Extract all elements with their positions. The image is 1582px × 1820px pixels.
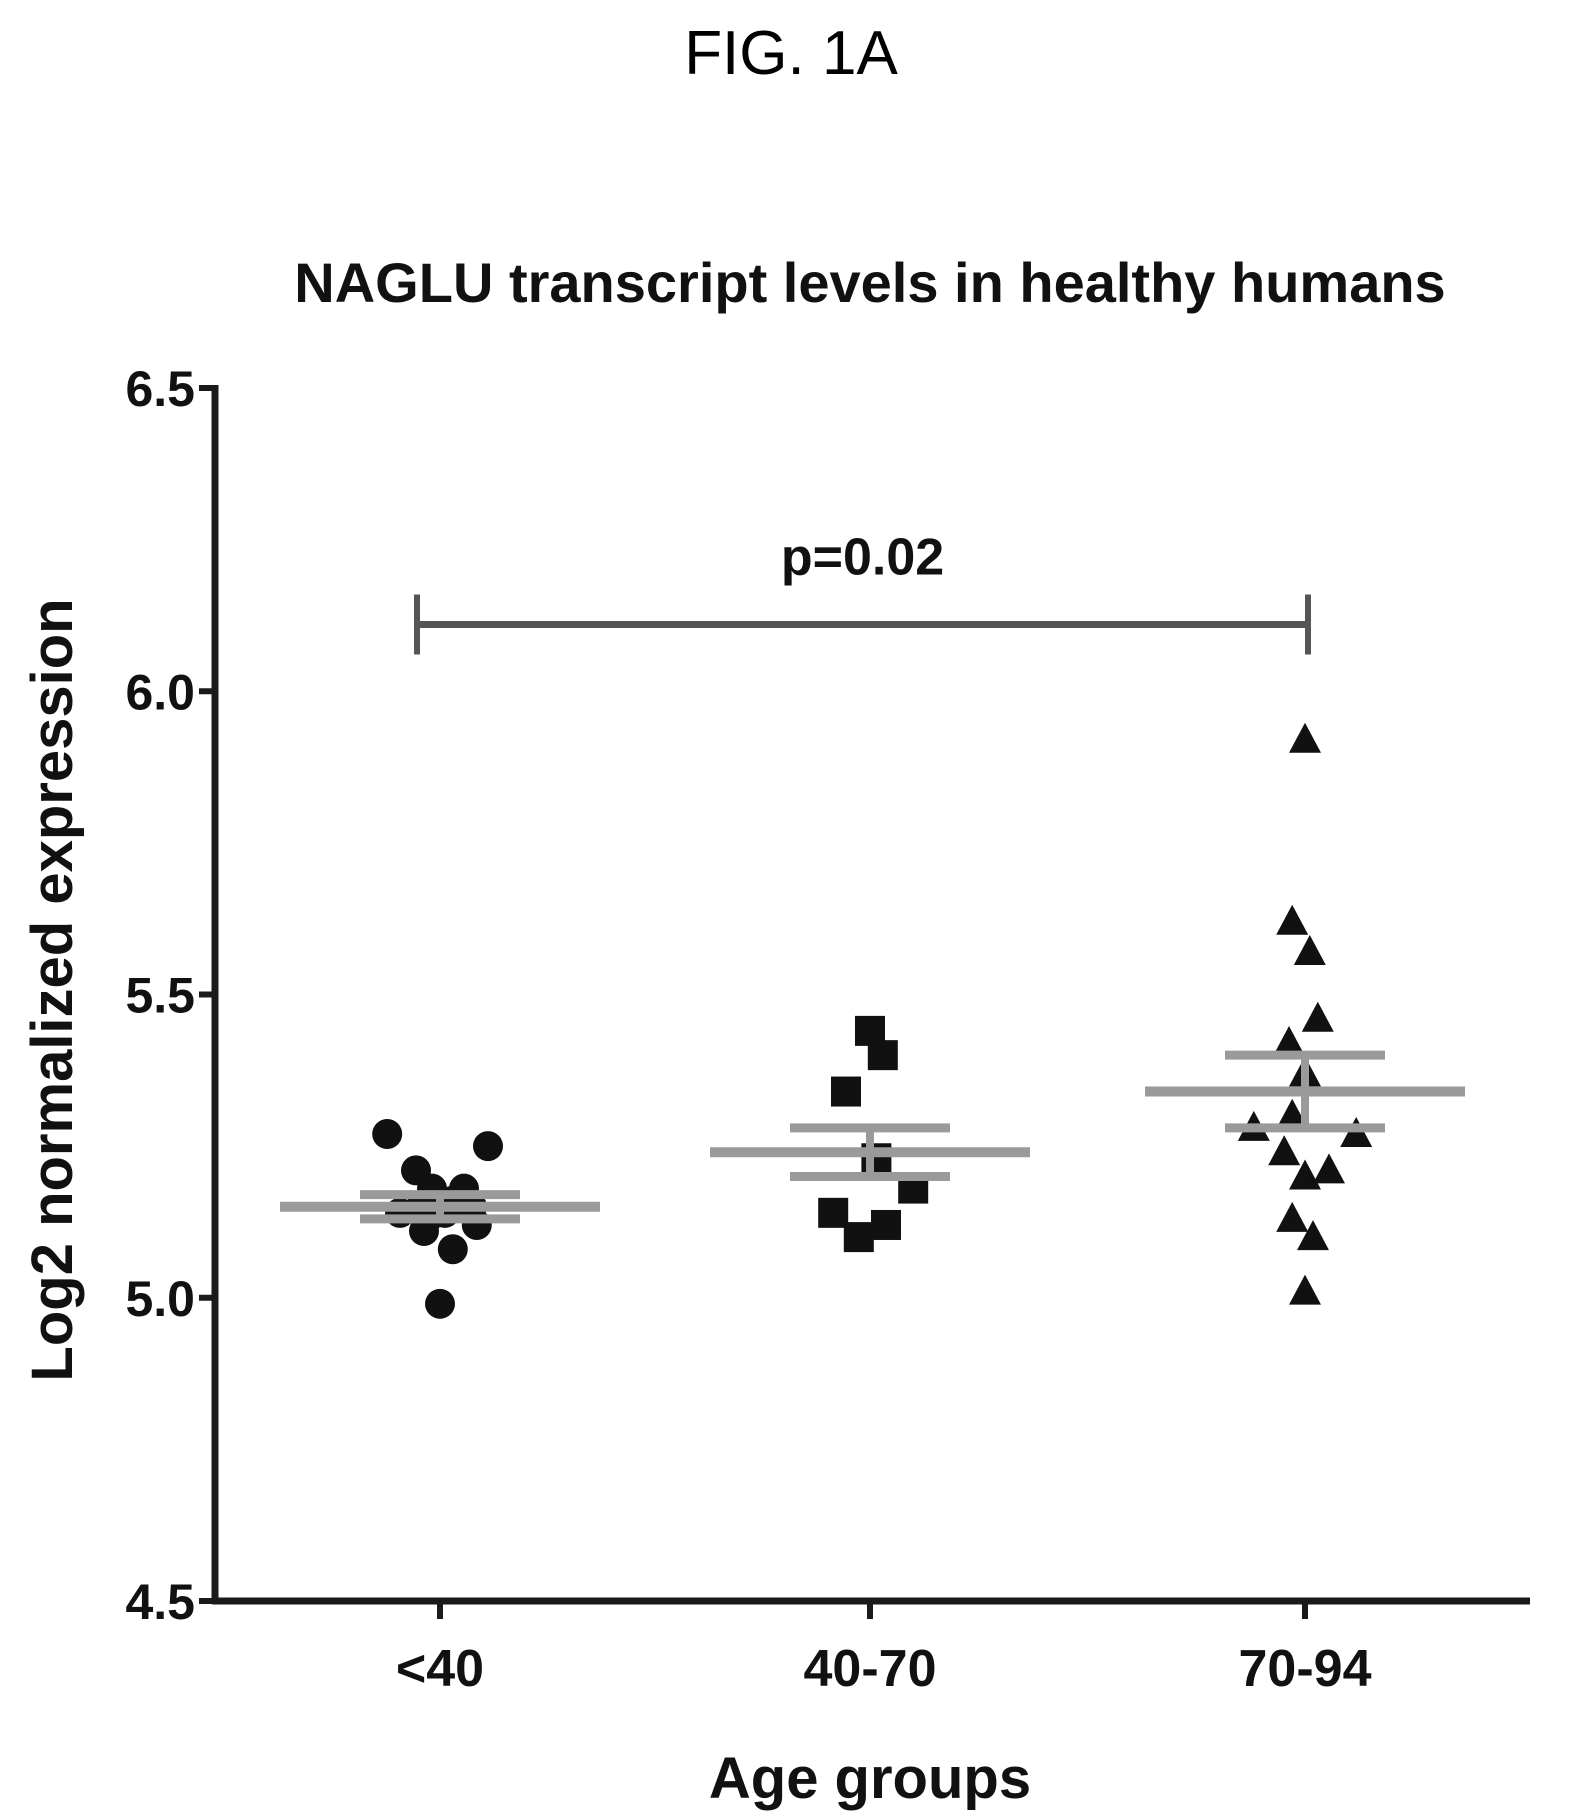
- y-tick-label: 5.5: [125, 968, 195, 1024]
- data-point-triangle: [1289, 1274, 1321, 1305]
- x-axis-label: Age groups: [709, 1746, 1031, 1811]
- data-points: [372, 722, 1373, 1319]
- mean-sem-bars: [280, 1050, 1465, 1224]
- y-ticks: 4.5 5.0 5.5 6.0 6.5: [125, 361, 215, 1630]
- data-point-triangle: [1268, 1135, 1301, 1166]
- annotations: p=0.02: [414, 529, 1311, 655]
- data-point-circle: [409, 1216, 439, 1247]
- y-tick-label: 6.5: [125, 361, 195, 417]
- data-point-triangle: [1276, 904, 1309, 935]
- x-tick-label: <40: [396, 1640, 484, 1698]
- y-tick-label: 4.5: [125, 1574, 195, 1630]
- x-tick-label: 70-94: [1239, 1640, 1372, 1698]
- figure-label: FIG. 1A: [684, 19, 898, 88]
- data-point-triangle: [1313, 1153, 1345, 1184]
- data-point-square: [818, 1197, 849, 1228]
- data-point-triangle: [1301, 1001, 1334, 1032]
- data-point-triangle: [1289, 722, 1321, 753]
- y-tick-label: 6.0: [125, 664, 195, 720]
- data-point-circle: [372, 1118, 403, 1149]
- data-point-square: [843, 1222, 874, 1253]
- p-value-label: p=0.02: [781, 529, 944, 587]
- data-point-triangle: [1297, 1220, 1329, 1251]
- data-point-circle: [425, 1288, 455, 1319]
- data-point-triangle: [1293, 935, 1326, 966]
- data-point-square: [871, 1209, 901, 1240]
- data-point-square: [867, 1040, 898, 1071]
- data-point-triangle: [1289, 1159, 1321, 1190]
- data-point-circle: [437, 1234, 468, 1265]
- chart-title: NAGLU transcript levels in healthy human…: [294, 251, 1445, 314]
- data-point-triangle: [1276, 1201, 1309, 1232]
- data-point-triangle: [1273, 1026, 1305, 1057]
- x-ticks: <40 40-70 70-94: [396, 1601, 1372, 1698]
- data-point-circle: [473, 1131, 503, 1162]
- y-axis-label: Log2 normalized expression: [20, 598, 85, 1381]
- data-point-square: [831, 1076, 861, 1107]
- data-point-triangle: [1276, 1098, 1309, 1129]
- x-tick-label: 40-70: [804, 1640, 937, 1698]
- y-tick-label: 5.0: [125, 1271, 195, 1327]
